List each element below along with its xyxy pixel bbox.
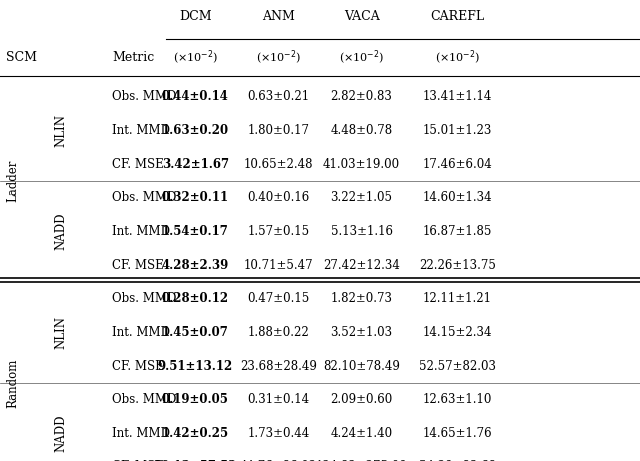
Text: 5.13±1.16: 5.13±1.16 — [331, 225, 392, 238]
Text: 10.71±5.47: 10.71±5.47 — [244, 259, 313, 272]
Text: Ladder: Ladder — [6, 160, 19, 202]
Text: Random: Random — [6, 358, 19, 408]
Text: 0.40±0.16: 0.40±0.16 — [247, 191, 310, 204]
Text: 1.57±0.15: 1.57±0.15 — [247, 225, 310, 238]
Text: Obs. MMD: Obs. MMD — [112, 393, 177, 406]
Text: 17.46±6.04: 17.46±6.04 — [423, 158, 492, 171]
Text: 1.80±0.17: 1.80±0.17 — [248, 124, 309, 137]
Text: 10.65±2.48: 10.65±2.48 — [244, 158, 313, 171]
Text: ($\times$10$^{-2}$): ($\times$10$^{-2}$) — [435, 48, 480, 67]
Text: Metric: Metric — [112, 51, 154, 64]
Text: CF. MSE: CF. MSE — [112, 158, 164, 171]
Text: 82.10±78.49: 82.10±78.49 — [323, 360, 400, 372]
Text: Obs. MMD: Obs. MMD — [112, 292, 177, 305]
Text: 1.88±0.22: 1.88±0.22 — [248, 326, 309, 339]
Text: ($\times$10$^{-2}$): ($\times$10$^{-2}$) — [256, 48, 301, 67]
Text: Int. MMD: Int. MMD — [112, 124, 170, 137]
Text: 12.63±1.10: 12.63±1.10 — [423, 393, 492, 406]
Text: NADD: NADD — [54, 414, 67, 452]
Text: 1.42±0.25: 1.42±0.25 — [162, 427, 228, 440]
Text: 1.45±0.07: 1.45±0.07 — [162, 326, 228, 339]
Text: ($\times$10$^{-2}$): ($\times$10$^{-2}$) — [173, 48, 218, 67]
Text: Obs. MMD: Obs. MMD — [112, 90, 177, 103]
Text: 1.73±0.44: 1.73±0.44 — [247, 427, 310, 440]
Text: 16.87±1.85: 16.87±1.85 — [423, 225, 492, 238]
Text: 14.65±1.76: 14.65±1.76 — [423, 427, 492, 440]
Text: 0.31±0.14: 0.31±0.14 — [247, 393, 310, 406]
Text: NADD: NADD — [54, 213, 67, 250]
Text: 14.60±1.34: 14.60±1.34 — [423, 191, 492, 204]
Text: 0.44±0.14: 0.44±0.14 — [162, 90, 228, 103]
Text: CF. MSE: CF. MSE — [112, 259, 164, 272]
Text: 2.09±0.60: 2.09±0.60 — [330, 393, 393, 406]
Text: NLIN: NLIN — [54, 114, 67, 147]
Text: 9.51±13.12: 9.51±13.12 — [157, 360, 233, 372]
Text: 1.63±0.20: 1.63±0.20 — [162, 124, 228, 137]
Text: ($\times$10$^{-2}$): ($\times$10$^{-2}$) — [339, 48, 384, 67]
Text: 0.19±0.05: 0.19±0.05 — [162, 393, 228, 406]
Text: 0.63±0.21: 0.63±0.21 — [247, 90, 310, 103]
Text: 15.01±1.23: 15.01±1.23 — [423, 124, 492, 137]
Text: 27.42±12.34: 27.42±12.34 — [323, 259, 400, 272]
Text: Int. MMD: Int. MMD — [112, 326, 170, 339]
Text: 13.41±1.14: 13.41±1.14 — [423, 90, 492, 103]
Text: 3.52±1.03: 3.52±1.03 — [330, 326, 393, 339]
Text: NLIN: NLIN — [54, 316, 67, 349]
Text: 2.82±0.83: 2.82±0.83 — [331, 90, 392, 103]
Text: 0.47±0.15: 0.47±0.15 — [247, 292, 310, 305]
Text: SCM: SCM — [6, 51, 37, 64]
Text: 23.68±28.49: 23.68±28.49 — [240, 360, 317, 372]
Text: 3.42±1.67: 3.42±1.67 — [162, 158, 228, 171]
Text: Int. MMD: Int. MMD — [112, 225, 170, 238]
Text: DCM: DCM — [179, 10, 211, 23]
Text: 0.32±0.11: 0.32±0.11 — [162, 191, 228, 204]
Text: 1.54±0.17: 1.54±0.17 — [162, 225, 228, 238]
Text: CF. MSE: CF. MSE — [112, 360, 164, 372]
Text: 14.15±2.34: 14.15±2.34 — [423, 326, 492, 339]
Text: 4.48±0.78: 4.48±0.78 — [330, 124, 393, 137]
Text: 4.24±1.40: 4.24±1.40 — [330, 427, 393, 440]
Text: 12.11±1.21: 12.11±1.21 — [423, 292, 492, 305]
Text: CAREFL: CAREFL — [431, 10, 484, 23]
Text: 1.82±0.73: 1.82±0.73 — [331, 292, 392, 305]
Text: Obs. MMD: Obs. MMD — [112, 191, 177, 204]
Text: 3.22±1.05: 3.22±1.05 — [331, 191, 392, 204]
Text: 22.26±13.75: 22.26±13.75 — [419, 259, 496, 272]
Text: 4.28±2.39: 4.28±2.39 — [161, 259, 229, 272]
Text: 52.57±82.03: 52.57±82.03 — [419, 360, 496, 372]
Text: VACA: VACA — [344, 10, 380, 23]
Text: Int. MMD: Int. MMD — [112, 427, 170, 440]
Text: 0.28±0.12: 0.28±0.12 — [162, 292, 228, 305]
Text: 41.03±19.00: 41.03±19.00 — [323, 158, 400, 171]
Text: ANM: ANM — [262, 10, 295, 23]
